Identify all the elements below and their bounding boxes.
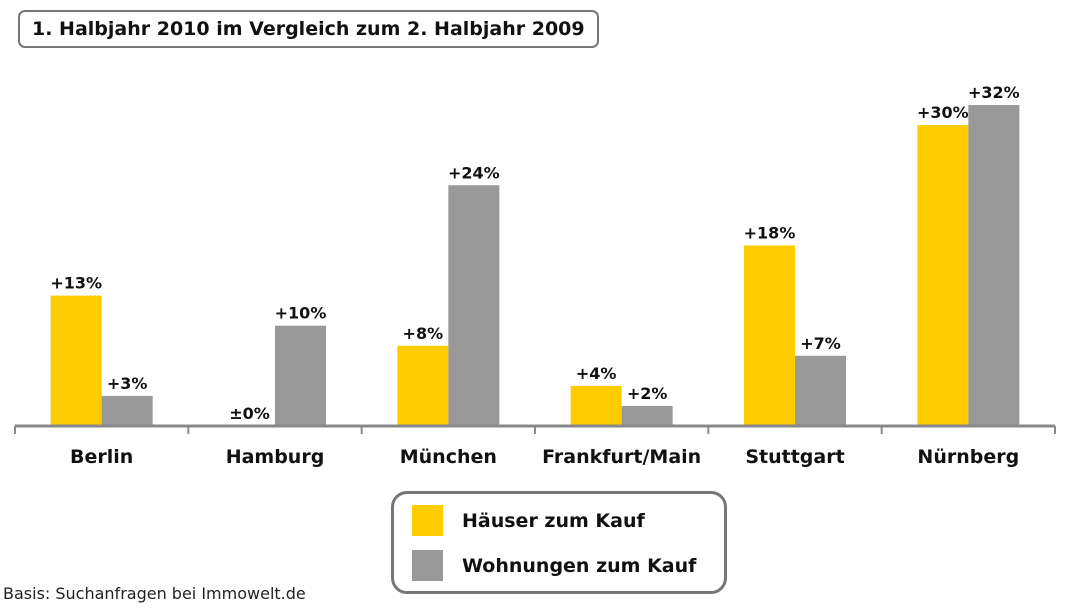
data-label-houses-1: ±0%: [229, 404, 270, 423]
data-label-apartments-0: +3%: [107, 374, 148, 393]
bar-chart: +13% +3% Berlin ±0% +10% Hamburg +8% +24% Münche…: [14, 83, 1056, 468]
data-label-apartments-2: +24%: [448, 163, 500, 182]
data-label-houses-5: +30%: [917, 103, 969, 122]
legend-item-houses: Häuser zum Kauf: [412, 505, 645, 536]
bar-houses-0: [50, 295, 102, 426]
legend-swatch-apartments: [412, 550, 443, 581]
category-label-0: Berlin: [70, 446, 133, 468]
footnote: Basis: Suchanfragen bei Immowelt.de: [3, 584, 306, 603]
data-label-apartments-4: +7%: [800, 334, 841, 353]
data-label-apartments-1: +10%: [275, 304, 327, 323]
bar-apartments-5: [968, 105, 1020, 426]
data-label-apartments-3: +2%: [627, 384, 668, 403]
legend-swatch-houses: [412, 505, 443, 536]
category-label-1: Hamburg: [226, 446, 325, 468]
legend-label-apartments: Wohnungen zum Kauf: [462, 554, 697, 577]
category-label-5: Nürnberg: [917, 446, 1019, 468]
data-label-houses-3: +4%: [576, 364, 617, 383]
bar-apartments-4: [795, 355, 846, 426]
legend-item-apartments: Wohnungen zum Kauf: [412, 550, 696, 581]
data-label-houses-0: +13%: [50, 274, 102, 293]
bar-apartments-1: [275, 325, 326, 426]
category-label-4: Stuttgart: [745, 446, 844, 468]
legend-label-houses: Häuser zum Kauf: [462, 509, 645, 532]
bar-houses-5: [917, 125, 969, 426]
category-label-2: München: [400, 446, 497, 468]
bar-houses-2: [397, 345, 449, 426]
category-label-3: Frankfurt/Main: [542, 446, 701, 468]
data-label-houses-2: +8%: [403, 324, 444, 343]
bar-apartments-0: [101, 395, 153, 426]
bar-houses-4: [744, 245, 795, 426]
bar-houses-3: [570, 385, 622, 426]
data-label-houses-4: +18%: [744, 223, 796, 242]
bar-apartments-3: [621, 405, 673, 426]
legend: Häuser zum Kauf Wohnungen zum Kauf: [391, 491, 727, 594]
bar-apartments-2: [448, 185, 500, 426]
chart-title: 1. Halbjahr 2010 im Vergleich zum 2. Hal…: [18, 10, 599, 48]
data-label-apartments-5: +32%: [968, 83, 1020, 102]
